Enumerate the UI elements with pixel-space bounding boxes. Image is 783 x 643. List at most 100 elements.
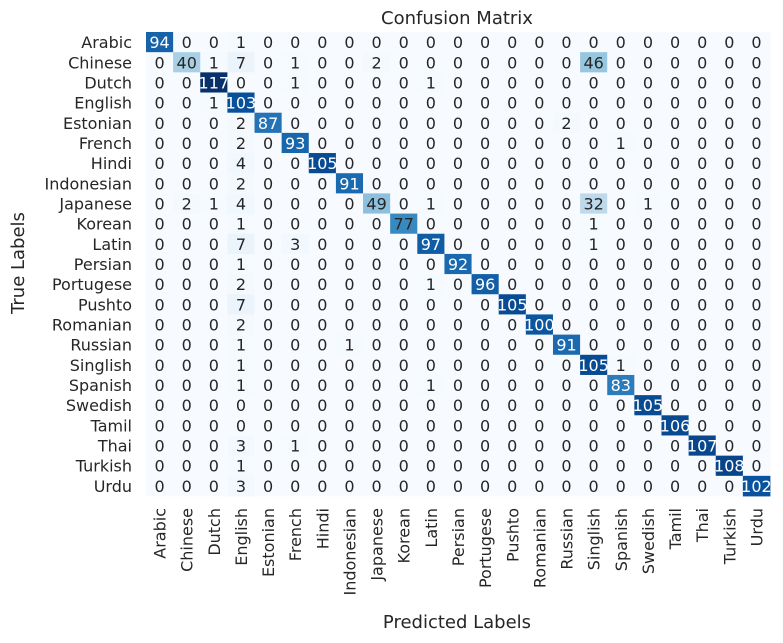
cell-value-label: 0 [209,376,219,395]
heatmap-cell [363,52,391,73]
cell-value-label: 0 [344,437,354,456]
cell-value-label: 0 [534,235,544,254]
heatmap-cell [390,395,418,416]
heatmap-cell [417,314,445,335]
cell-value-label: 0 [317,477,327,496]
heatmap-cell [146,132,174,154]
heatmap-cell [498,455,527,477]
heatmap-cell [417,233,445,255]
cell-value-label: 0 [589,316,599,335]
cell-value-label: 0 [670,356,680,375]
cell-value-label: 0 [344,477,354,496]
heatmap-cell [254,314,283,335]
cell-value-label: 0 [561,416,571,435]
heatmap-cell [498,92,527,114]
heatmap-cell [498,52,527,73]
cell-value-label: 0 [372,336,382,355]
cell-value-label: 0 [344,53,354,72]
heatmap-cell [146,455,174,477]
heatmap-cell [498,132,527,154]
heatmap-cell [498,294,527,315]
y-tick-label: Indonesian [44,174,132,193]
heatmap-cell [715,294,744,315]
heatmap-cell [417,455,445,477]
cell-value-label: 1 [589,215,599,234]
cell-value-label: 0 [724,215,734,234]
heatmap-cell [390,374,418,396]
heatmap-cell [715,415,744,436]
heatmap-cell [390,32,418,53]
heatmap-cell [335,294,364,315]
cell-value-label: 94 [149,33,169,52]
heatmap-cell [227,274,255,295]
cell-value-label: 0 [561,295,571,314]
heatmap-cell [173,374,201,396]
heatmap-cell [634,213,662,235]
heatmap-cell [580,253,608,275]
heatmap-cell [146,314,174,335]
heatmap-cell [607,334,635,356]
cell-value-label: 0 [426,396,436,415]
cell-value-label: 0 [534,477,544,496]
heatmap-cell [254,253,283,275]
cell-value-label: 0 [290,396,300,415]
heatmap-cell [335,72,364,93]
cell-value-label: 0 [480,416,490,435]
cell-value-label: 0 [453,275,463,294]
heatmap-cell [146,354,174,376]
cell-value-label: 0 [399,154,409,173]
cell-value-label: 0 [263,316,273,335]
heatmap-cell [281,334,310,356]
cell-value-label: 0 [263,356,273,375]
cell-value-label: 0 [317,295,327,314]
heatmap-cell [335,193,364,214]
cell-value-label: 0 [372,356,382,375]
cell-value-label: 0 [697,477,707,496]
heatmap-cell [742,233,771,255]
cell-value-label: 0 [534,53,544,72]
cell-value-label: 1 [236,356,246,375]
cell-value-label: 0 [616,33,626,52]
cell-value-label: 0 [724,33,734,52]
heatmap-cell [661,274,690,295]
heatmap-cell [580,435,608,457]
cell-value-label: 2 [182,194,192,213]
cell-value-label: 0 [616,275,626,294]
heatmap-cell [363,455,391,477]
heatmap-cell [742,112,771,134]
heatmap-cell [552,72,581,93]
cell-value-label: 0 [154,255,164,274]
cell-value-label: 0 [426,255,436,274]
cell-value-label: 0 [589,437,599,456]
heatmap-cell [146,415,174,436]
heatmap-cell [200,173,228,194]
heatmap-cell [471,173,500,194]
cell-value-label: 0 [182,437,192,456]
y-tick-label: Spanish [69,376,132,395]
heatmap-cell [281,395,310,416]
cell-value-label: 0 [751,53,761,72]
heatmap-cell [498,173,527,194]
heatmap-cell [200,354,228,376]
heatmap-cell [173,193,201,214]
cell-value-label: 0 [263,174,273,193]
heatmap-cell [417,32,445,53]
cell-value-label: 0 [507,73,517,92]
heatmap-cell [715,354,744,376]
cell-value-label: 0 [534,73,544,92]
cell-value-label: 0 [209,336,219,355]
heatmap-cell [688,395,717,416]
cell-value-label: 0 [182,275,192,294]
heatmap-cell [444,435,472,457]
heatmap-cell [417,72,445,93]
heatmap-cell [173,92,201,114]
cell-value-label: 0 [670,53,680,72]
cell-value-label: 0 [616,336,626,355]
heatmap-cell [498,415,527,436]
heatmap-cell [444,294,472,315]
cell-value-label: 0 [344,154,354,173]
heatmap-cell [688,193,717,214]
cell-value-label: 0 [724,235,734,254]
cell-value-label: 0 [372,174,382,193]
cell-value-label: 0 [724,255,734,274]
